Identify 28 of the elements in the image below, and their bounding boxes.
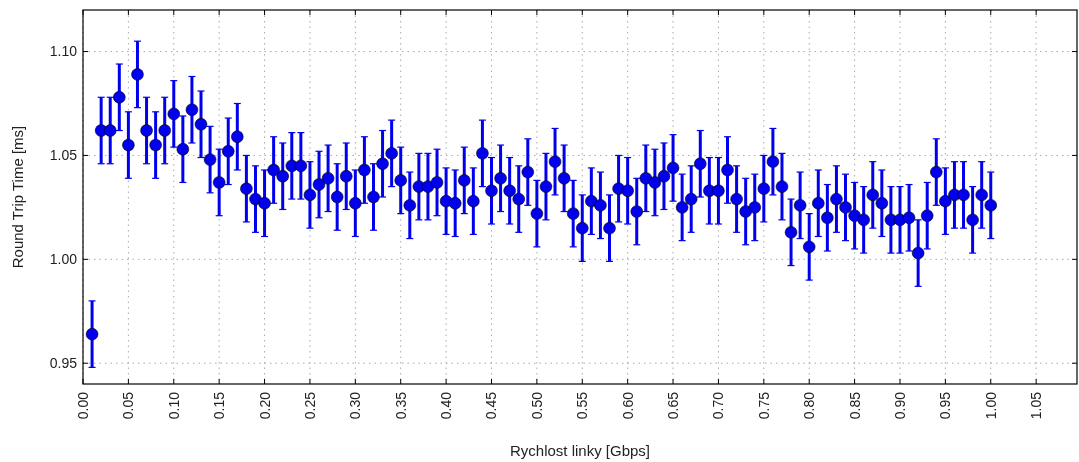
x-tick-label: 0.65 <box>665 391 682 420</box>
x-tick-label: 0.85 <box>846 391 863 420</box>
y-axis-title: Round Trip Time [ms] <box>9 125 26 269</box>
x-tick-label: 0.30 <box>347 391 364 420</box>
x-tick-label: 1.05 <box>1028 391 1045 420</box>
y-tick-label: 0.95 <box>49 355 78 372</box>
x-axis-title: Rychlost linky [Gbps] <box>509 442 651 459</box>
x-tick-label: 0.75 <box>755 391 772 420</box>
x-tick-label: 0.70 <box>710 391 727 420</box>
x-tick-label: 0.20 <box>256 391 273 420</box>
x-tick-label: 0.05 <box>120 391 137 420</box>
x-tick-label: 0.35 <box>392 391 409 420</box>
x-tick-label: 0.90 <box>891 391 908 420</box>
x-tick-label: 0.80 <box>801 391 818 420</box>
x-tick-label: 0.95 <box>937 391 954 420</box>
x-tick-label: 0.10 <box>165 391 182 420</box>
y-tick-label: 1.05 <box>49 147 78 164</box>
x-tick-label: 0.00 <box>75 391 91 420</box>
x-tick-label: 0.25 <box>301 391 318 420</box>
x-tick-label: 0.45 <box>483 391 500 420</box>
x-tick-label: 0.55 <box>574 391 591 420</box>
y-tick-label: 1.00 <box>49 251 78 268</box>
x-tick-label: 1.00 <box>982 391 999 420</box>
x-tick-label: 0.15 <box>211 391 228 420</box>
x-tick-label: 0.50 <box>528 391 545 420</box>
x-tick-label: 0.40 <box>438 391 455 420</box>
y-tick-label: 1.10 <box>49 43 78 60</box>
x-tick-label: 0.60 <box>619 391 636 420</box>
